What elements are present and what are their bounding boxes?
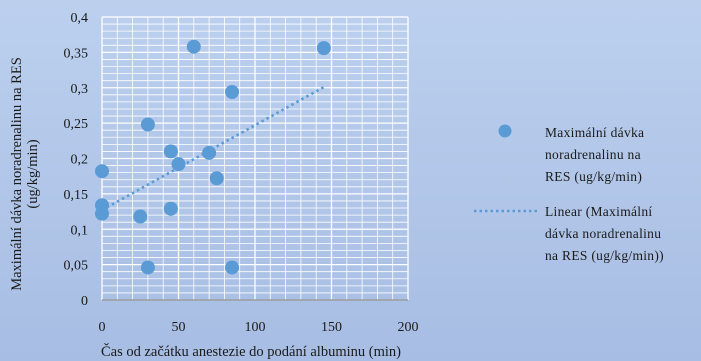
legend-label-trendline-line-1: Linear (Maximální [545, 204, 652, 219]
y-tick-label: 0,4 [71, 11, 89, 26]
y-axis-title: Maximální dávka noradrenalinu na RES (ug… [9, 57, 41, 291]
data-point [133, 209, 148, 224]
x-tick-labels: 0 50 100 150 200 [99, 320, 419, 335]
data-points [95, 39, 331, 275]
y-tick-label: 0,35 [64, 46, 89, 61]
legend-label-trendline-line-3: na RES (ug/kg/min)) [545, 248, 664, 263]
legend-label-trendline-line-2: dávka noradrenalinu [545, 226, 661, 241]
x-tick-label: 150 [321, 320, 342, 335]
data-point [140, 117, 155, 132]
data-point [316, 41, 331, 56]
x-tick-label: 50 [172, 320, 186, 335]
y-tick-label: 0,15 [64, 188, 89, 203]
x-tick-label: 200 [398, 320, 419, 335]
grid [101, 16, 409, 301]
y-tick-labels: 0 0,05 0,1 0,15 0,2 0,25 0,3 0,35 0,4 [64, 11, 89, 309]
x-tick-label: 100 [245, 320, 266, 335]
data-point [171, 157, 186, 172]
data-point [95, 164, 109, 179]
data-point [95, 206, 109, 221]
data-point [140, 260, 155, 275]
y-tick-label: 0,2 [71, 153, 89, 168]
legend-label-points-line-3: RES (ug/kg/min) [545, 169, 642, 184]
data-point [163, 201, 178, 216]
y-axis-title-line-1: Maximální dávka noradrenalinu na RES [9, 57, 25, 291]
y-tick-label: 0 [81, 294, 88, 309]
y-axis-title-line-2: (ug/kg/min) [25, 139, 41, 208]
data-point [163, 144, 178, 159]
y-tick-label: 0,25 [64, 117, 89, 132]
y-tick-label: 0,05 [64, 259, 89, 274]
data-point [225, 84, 240, 99]
legend: Maximální dávka noradrenalinu na RES (ug… [474, 124, 664, 263]
data-point [225, 260, 240, 275]
y-tick-label: 0,1 [71, 223, 89, 238]
y-tick-label: 0,3 [71, 82, 89, 97]
legend-label-points-line-1: Maximální dávka [545, 125, 644, 140]
x-axis-title: Čas od začátku anestezie do podání album… [101, 343, 401, 360]
x-tick-label: 0 [99, 320, 106, 335]
data-point [202, 145, 217, 160]
data-point [209, 171, 224, 186]
data-point [186, 39, 201, 54]
legend-marker-points [498, 124, 512, 138]
legend-label-points-line-2: noradrenalinu na [545, 147, 641, 162]
